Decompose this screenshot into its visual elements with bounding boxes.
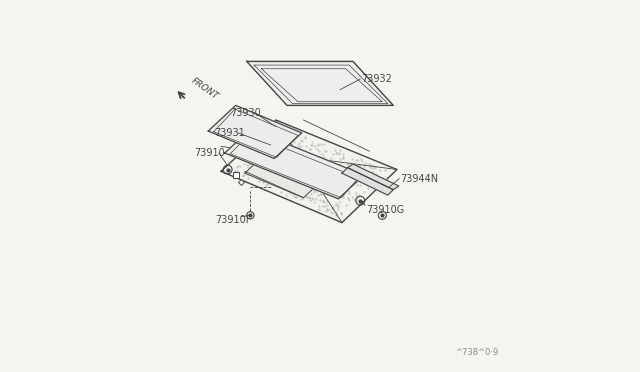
Text: 73910G: 73910G [366,205,404,215]
Text: 73910F: 73910F [216,215,252,225]
Text: 73931: 73931 [214,128,244,138]
Text: 73910: 73910 [195,148,225,158]
Polygon shape [348,164,399,190]
Polygon shape [342,168,394,195]
Text: FRONT: FRONT [190,77,220,102]
Polygon shape [245,157,320,198]
Polygon shape [208,105,301,158]
Polygon shape [221,120,397,223]
Text: 73944N: 73944N [400,174,438,184]
Text: ^738^0·9: ^738^0·9 [456,348,499,357]
Polygon shape [246,61,394,105]
Text: 73932: 73932 [361,74,392,84]
Polygon shape [225,129,364,199]
Text: 73930: 73930 [230,108,261,118]
